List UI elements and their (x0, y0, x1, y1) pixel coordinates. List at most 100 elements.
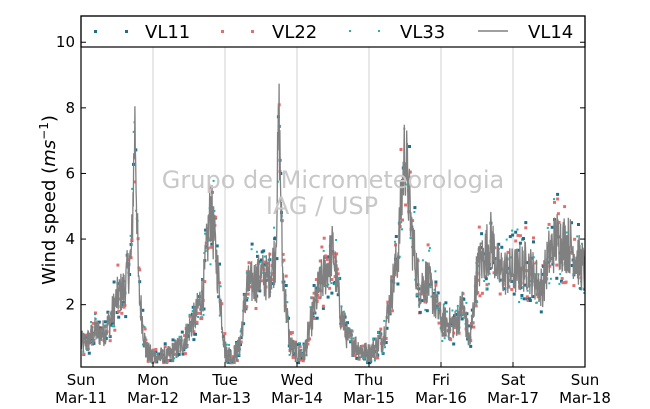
legend-marker-vl22 (221, 30, 224, 33)
series-vl33-dot (152, 350, 155, 353)
series-vl22-dot (484, 275, 487, 279)
series-vl33-dot (454, 324, 457, 327)
series-vl33-dot (212, 179, 215, 182)
series-vl33-dot (463, 316, 465, 319)
series-vl11-dot (528, 299, 532, 302)
legend-marker-vl11 (94, 30, 97, 33)
series-vl33-dot (256, 250, 258, 253)
series-vl11-dot (284, 284, 288, 287)
series-vl11-dot (87, 351, 91, 355)
plot-background (81, 16, 585, 367)
series-vl33-dot (549, 277, 552, 280)
series-vl11-dot (531, 295, 535, 299)
series-vl11-dot (104, 320, 107, 324)
series-vl22-dot (449, 338, 453, 342)
series-vl11-dot (532, 240, 535, 244)
series-vl33-dot (342, 310, 345, 313)
series-vl22-dot (572, 284, 576, 288)
series-vl22-dot (298, 345, 302, 349)
y-axis-title-unit: ms (39, 140, 60, 167)
series-vl33-dot (400, 221, 403, 224)
series-vl33-dot (428, 249, 431, 252)
series-vl33-dot (219, 285, 222, 288)
series-vl22-dot (116, 263, 120, 267)
series-vl33-dot (246, 297, 249, 299)
series-vl33-dot (465, 301, 468, 304)
series-vl33-dot (250, 248, 253, 251)
series-vl22-dot (404, 203, 408, 207)
series-vl22-dot (480, 291, 484, 295)
series-vl11-dot (256, 254, 259, 258)
series-vl33-dot (209, 263, 212, 266)
series-vl33-dot (131, 187, 134, 190)
series-vl33-dot (546, 226, 549, 229)
series-vl22-dot (498, 292, 502, 296)
series-vl33-dot (297, 342, 300, 345)
series-vl22-dot (485, 283, 489, 287)
series-vl11-dot (508, 235, 512, 239)
series-vl33-dot (273, 226, 276, 229)
series-vl11-dot (556, 192, 560, 196)
series-vl11-dot (528, 297, 532, 301)
series-vl22-dot (299, 358, 303, 362)
series-vl33-dot (191, 310, 194, 312)
series-vl22-dot (564, 280, 568, 284)
series-vl22-dot (183, 334, 187, 338)
series-vl33-dot (111, 325, 114, 328)
series-vl11-dot (204, 228, 208, 232)
series-vl33-dot (537, 273, 540, 276)
series-vl22-dot (306, 342, 310, 346)
series-vl22-dot (223, 332, 227, 336)
x-tick-day: Sun (67, 371, 96, 389)
series-vl11-dot (541, 272, 545, 276)
series-vl22-dot (117, 309, 121, 313)
series-vl11-dot (202, 307, 206, 311)
series-vl22-dot (133, 180, 137, 184)
x-tick-day: Sat (501, 371, 526, 389)
series-vl11-dot (514, 230, 518, 234)
legend: VL11 VL22 VL33 VL14 (80, 15, 586, 48)
series-vl22-dot (553, 200, 556, 204)
series-vl22-dot (118, 297, 121, 301)
series-vl22-dot (386, 300, 390, 304)
legend-label-vl14: VL14 (528, 22, 573, 43)
series-vl33-dot (82, 350, 85, 353)
series-vl22-dot (330, 278, 334, 281)
series-vl11-dot (539, 310, 543, 314)
series-vl22-dot (290, 331, 294, 335)
series-vl33-dot (488, 272, 491, 275)
series-vl22-dot (532, 236, 535, 240)
series-vl11-dot (327, 255, 331, 259)
series-vl33-dot (559, 273, 562, 276)
series-vl11-dot (484, 277, 488, 281)
series-vl11-dot (141, 308, 145, 312)
series-vl11-dot (218, 262, 221, 266)
series-vl11-dot (469, 344, 473, 348)
series-vl22-dot (379, 327, 383, 331)
legend-label-vl33: VL33 (400, 22, 445, 43)
series-vl11-dot (583, 287, 585, 291)
series-vl22-dot (437, 321, 441, 325)
series-vl33-dot (352, 337, 355, 340)
series-vl11-dot (111, 321, 114, 325)
series-vl22-dot (91, 321, 95, 325)
series-vl33-dot (218, 314, 221, 317)
series-vl11-dot (258, 289, 262, 293)
x-tick-date: Mar-17 (487, 389, 539, 407)
series-vl11-dot (518, 241, 522, 245)
series-vl33-dot (94, 317, 97, 320)
series-vl11-dot (434, 280, 438, 284)
legend-marker-vl33 (349, 30, 351, 32)
series-vl22-dot (359, 345, 363, 349)
series-vl11-dot (420, 299, 424, 303)
series-vl11-dot (444, 301, 448, 305)
series-vl33-dot (197, 316, 200, 318)
series-vl11-dot (522, 237, 525, 240)
series-vl11-dot (570, 221, 573, 225)
series-vl33-dot (520, 297, 523, 300)
series-vl22-dot (246, 292, 250, 296)
series-vl33-dot (518, 301, 521, 303)
series-vl33-dot (516, 228, 519, 231)
series-vl22-dot (547, 222, 551, 226)
series-vl11-dot (570, 264, 574, 267)
